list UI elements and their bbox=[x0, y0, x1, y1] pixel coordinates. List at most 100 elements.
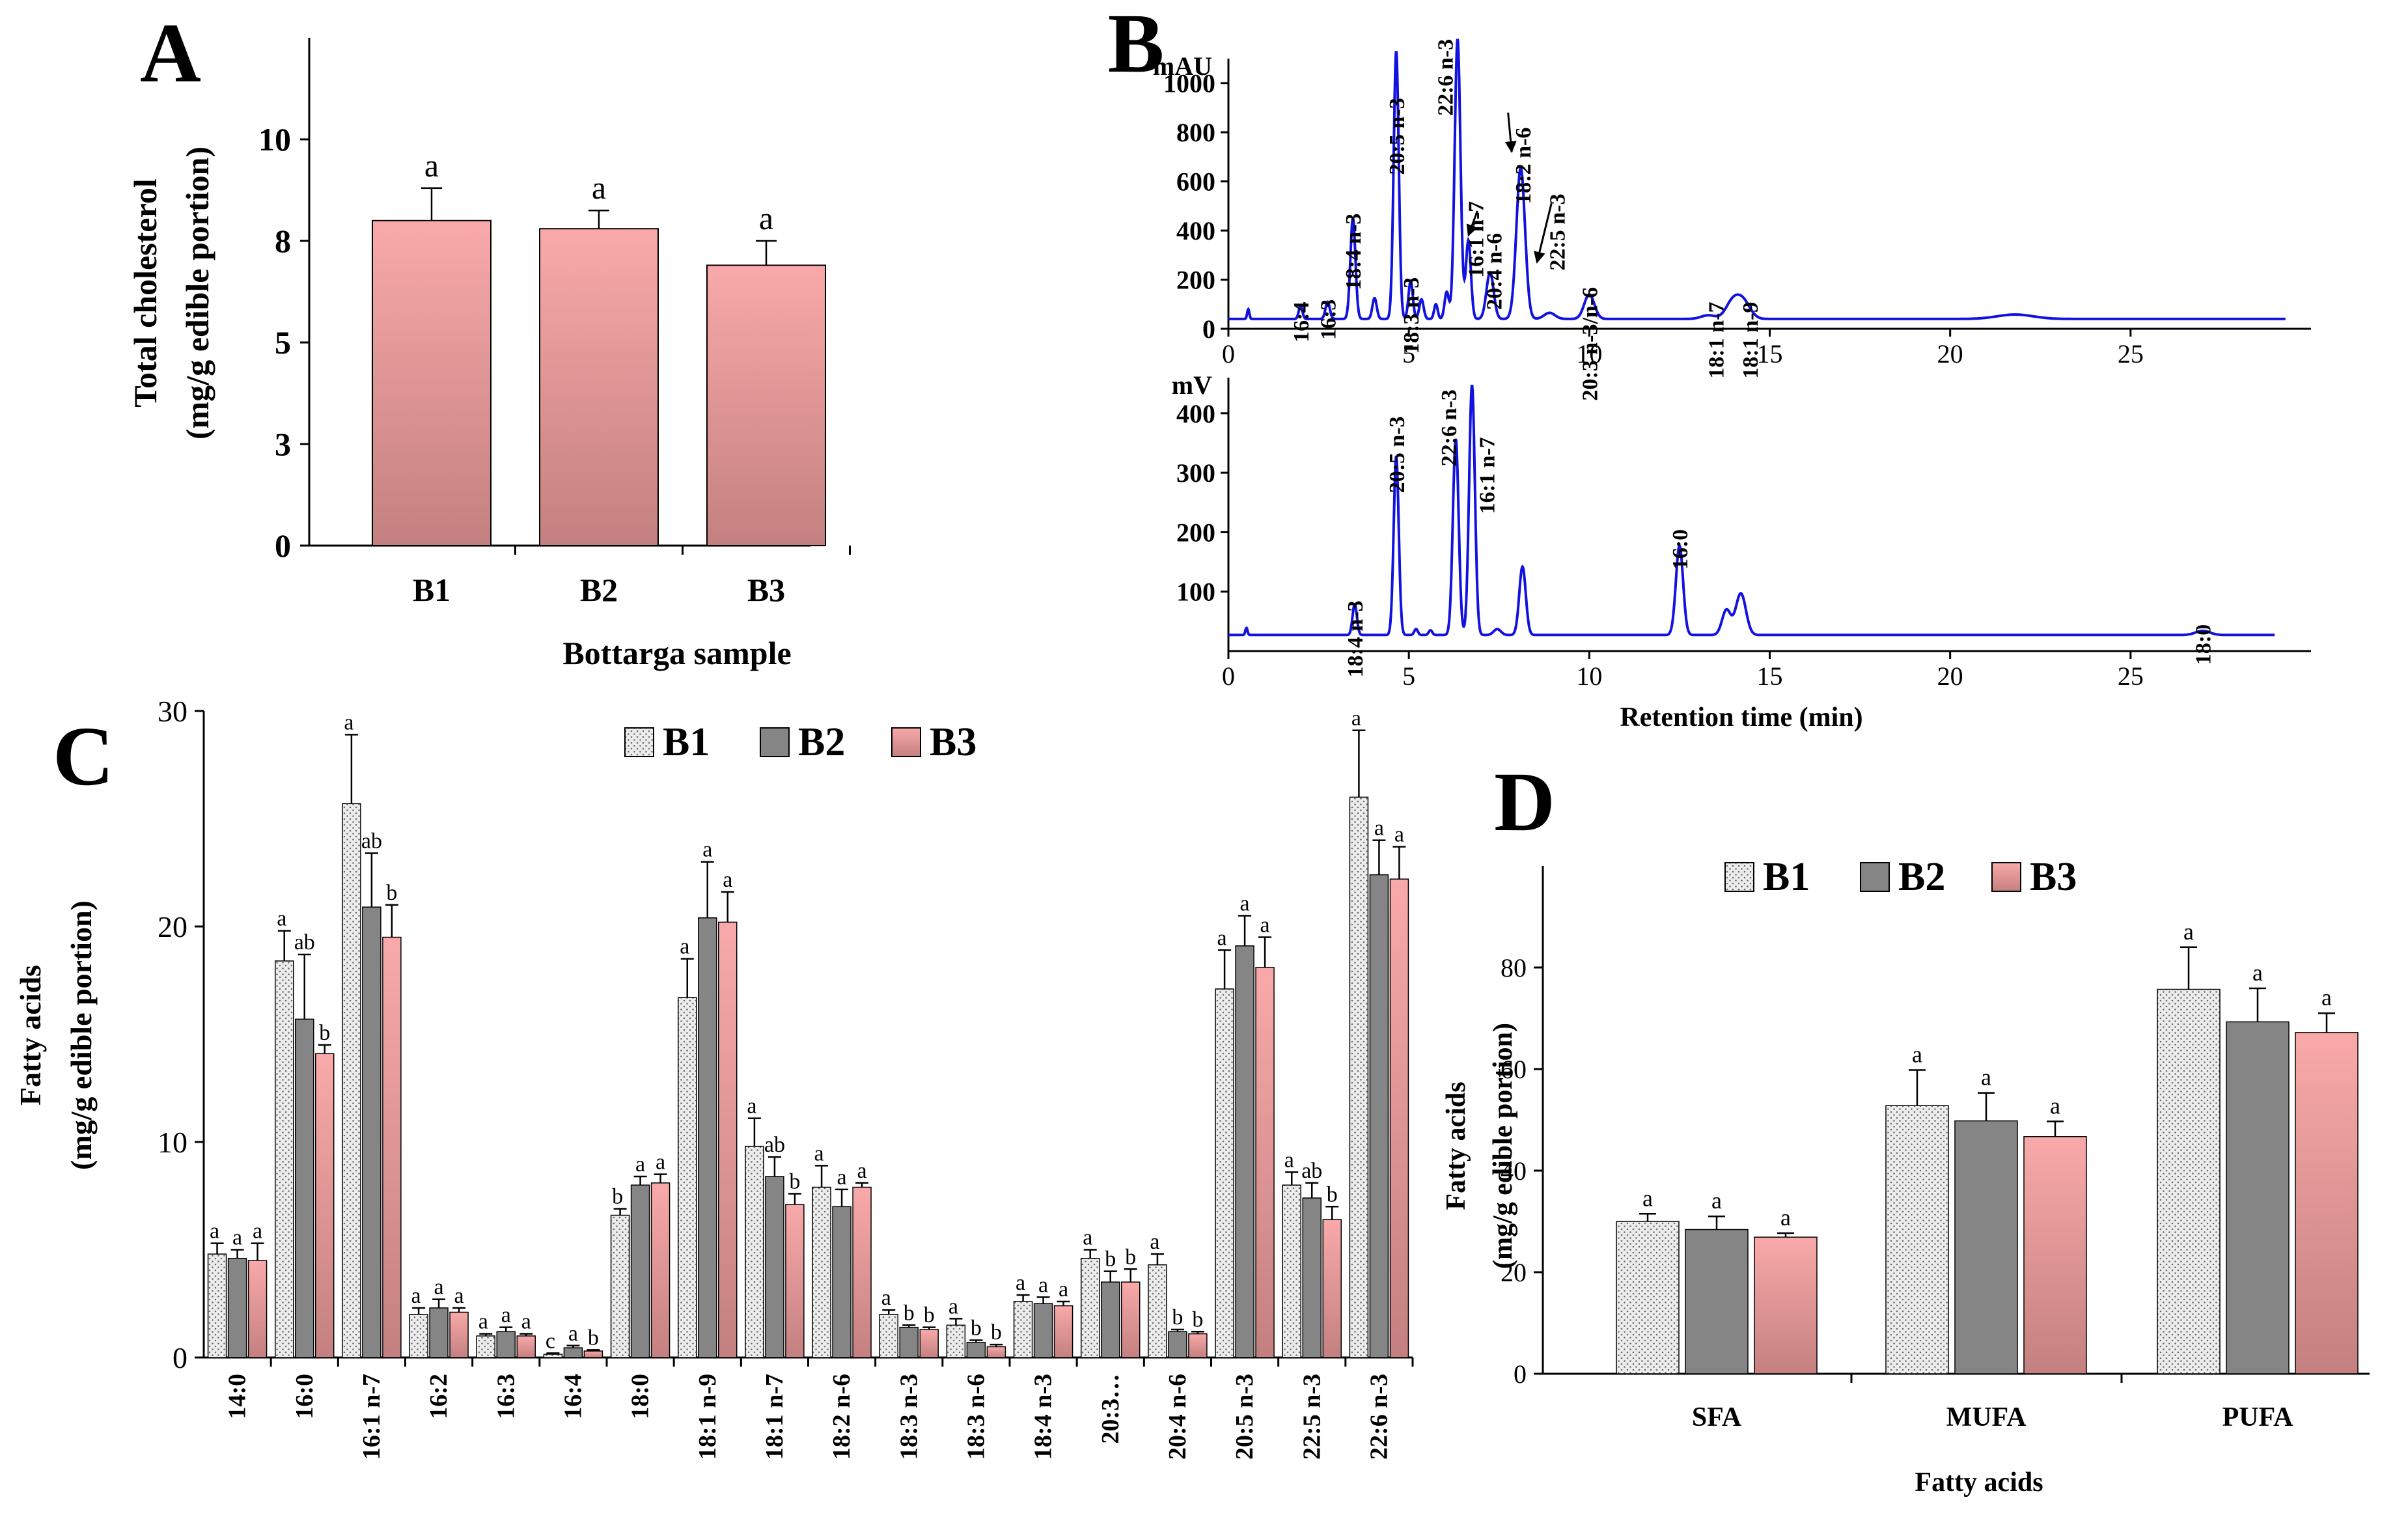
bar-B1 bbox=[409, 1314, 428, 1358]
bar-B3 bbox=[2023, 1135, 2087, 1374]
bar-B2 bbox=[539, 228, 659, 546]
bar-B3 bbox=[583, 1350, 603, 1358]
y-tick-label: 5 bbox=[275, 324, 291, 361]
significance-letter: a bbox=[1083, 1226, 1092, 1250]
bar-B2 bbox=[563, 1347, 583, 1358]
x-tick-label: 18:2 n-6 bbox=[828, 1374, 855, 1460]
y-tick-label: 800 bbox=[1176, 118, 1215, 147]
y-unit-label: mV bbox=[1172, 370, 1212, 400]
x-tick-label: 16:0 bbox=[291, 1374, 318, 1419]
y-tick-label: 3 bbox=[275, 426, 291, 462]
significance-letter: a bbox=[1150, 1230, 1159, 1254]
significance-letter: ab bbox=[361, 829, 382, 853]
y-axis-title: Fatty acids bbox=[14, 965, 47, 1106]
bar-B1 bbox=[678, 997, 697, 1358]
bar-B3 bbox=[852, 1186, 872, 1358]
bar-B3 bbox=[1053, 1305, 1073, 1358]
bar-B1 bbox=[1148, 1264, 1167, 1358]
peak-label: 20:5 n-3 bbox=[1385, 416, 1409, 493]
y-tick-label: 0 bbox=[1202, 314, 1215, 344]
y-tick-label: 0 bbox=[1514, 1359, 1527, 1389]
x-tick-label: 15 bbox=[1757, 661, 1783, 691]
x-tick-label: 18:0 bbox=[627, 1374, 654, 1419]
significance-letter: c bbox=[546, 1329, 555, 1353]
bar-B3 bbox=[1389, 878, 1409, 1358]
bar-B2 bbox=[966, 1342, 986, 1358]
legend-swatch-B1 bbox=[1724, 862, 1754, 892]
significance-letter: a bbox=[1284, 1148, 1294, 1172]
significance-letter: b bbox=[924, 1303, 935, 1328]
bar-B1 bbox=[745, 1145, 764, 1358]
legend-swatch-B2 bbox=[760, 727, 790, 757]
bar-B1 bbox=[207, 1253, 227, 1358]
x-tick-label: 10 bbox=[1576, 339, 1602, 369]
x-tick-label: 20:4 n-6 bbox=[1164, 1374, 1191, 1460]
significance-letter: b bbox=[904, 1301, 915, 1325]
significance-letter: a bbox=[680, 935, 689, 959]
bar-B3 bbox=[785, 1204, 805, 1358]
significance-letter: a bbox=[656, 1150, 665, 1175]
significance-letter: a bbox=[1217, 926, 1227, 950]
y-tick-label: 40 bbox=[1501, 1156, 1527, 1186]
bar-B1 bbox=[342, 803, 361, 1358]
significance-letter: a bbox=[1038, 1273, 1048, 1297]
bar-B2 bbox=[630, 1184, 650, 1358]
y-tick-label: 80 bbox=[1501, 953, 1527, 982]
bar-B1 bbox=[1616, 1221, 1680, 1374]
legend-label: B1 bbox=[663, 720, 710, 764]
bar-B2 bbox=[1302, 1197, 1322, 1358]
x-axis-title: Retention time (min) bbox=[1620, 703, 1862, 732]
x-tick-label: 16:4 bbox=[559, 1374, 587, 1419]
y-tick-label: 300 bbox=[1176, 458, 1215, 488]
x-tick-label: 18:3 n-6 bbox=[962, 1374, 989, 1460]
x-tick-label: 16:2 bbox=[425, 1374, 452, 1419]
x-tick-label: MUFA bbox=[1946, 1402, 2027, 1432]
bar-B1 bbox=[275, 960, 294, 1358]
y-tick-label: 100 bbox=[1176, 578, 1215, 607]
bar-B3 bbox=[1322, 1219, 1342, 1358]
significance-letter: a bbox=[1394, 823, 1404, 847]
significance-letter: b bbox=[971, 1316, 982, 1341]
peak-label: 16:0 bbox=[1668, 529, 1693, 570]
significance-letter: b bbox=[386, 881, 397, 905]
significance-letter: a bbox=[521, 1310, 531, 1334]
significance-letter: a bbox=[411, 1284, 421, 1308]
significance-letter: a bbox=[210, 1219, 219, 1244]
peak-label: 18:1 n-7 bbox=[1704, 302, 1728, 379]
bar-B1 bbox=[1081, 1257, 1100, 1358]
bar-B3 bbox=[382, 936, 402, 1358]
peak-arrow bbox=[1466, 210, 1478, 237]
panel-d: D 0 20 40 60 80 a a a SFA a a a MUFA a a a PUFA Fatty acid… bbox=[1441, 755, 2370, 1497]
x-tick-label: 0 bbox=[1222, 661, 1235, 691]
bar-B3 bbox=[315, 1053, 335, 1358]
y-tick-label: 10 bbox=[158, 1126, 187, 1159]
x-axis-title: Fatty acids bbox=[1915, 1468, 2043, 1497]
significance-letter: a bbox=[344, 710, 353, 734]
x-tick-label: PUFA bbox=[2222, 1402, 2294, 1432]
x-tick-label: B3 bbox=[747, 572, 785, 608]
peak-label: 16:4 bbox=[1290, 302, 1314, 342]
bar-B1 bbox=[476, 1335, 495, 1358]
bar-B2 bbox=[362, 906, 381, 1358]
bar-B1 bbox=[812, 1186, 831, 1358]
significance-letter: ab bbox=[1301, 1159, 1322, 1183]
y-tick-label: 10 bbox=[258, 121, 291, 158]
significance-letter: a bbox=[2183, 919, 2194, 945]
x-tick-label: B2 bbox=[580, 572, 618, 608]
x-tick-label: 14:0 bbox=[224, 1374, 251, 1419]
x-tick-label: 20 bbox=[1937, 661, 1963, 691]
significance-letter: ab bbox=[764, 1133, 785, 1157]
bar-B2 bbox=[698, 917, 717, 1358]
significance-letter: a bbox=[747, 1094, 756, 1119]
bar-B1 bbox=[946, 1324, 966, 1358]
bar-B2 bbox=[765, 1176, 784, 1358]
significance-letter: b bbox=[588, 1326, 599, 1350]
bar-B3 bbox=[1255, 967, 1275, 1358]
legend-swatch-B1 bbox=[624, 727, 654, 757]
significance-letter: a bbox=[857, 1159, 867, 1183]
legend-label: B3 bbox=[930, 720, 976, 764]
significance-letter: a bbox=[568, 1322, 578, 1346]
significance-letter: a bbox=[1059, 1277, 1068, 1301]
x-tick-label: 20:5 n-3 bbox=[1231, 1374, 1258, 1460]
